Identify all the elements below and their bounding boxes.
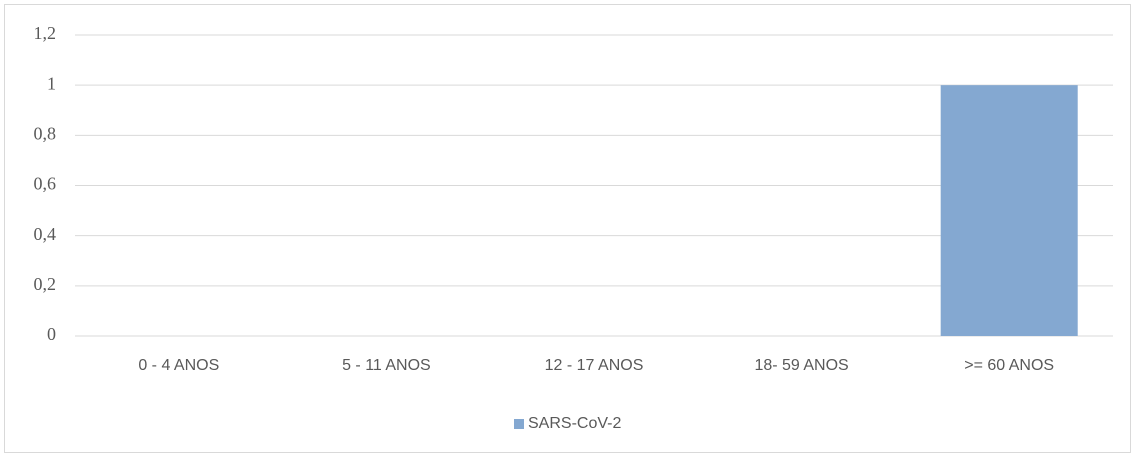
y-tick-label: 1,2 [34, 23, 57, 43]
y-tick-label: 0,8 [34, 123, 57, 143]
legend-label: SARS-CoV-2 [528, 415, 621, 432]
y-tick-label: 1 [47, 73, 56, 93]
bar [940, 85, 1078, 337]
y-tick-label: 0 [47, 324, 56, 344]
x-tick-label: 12 - 17 ANOS [545, 357, 644, 374]
legend-swatch [514, 419, 524, 429]
x-tick-label: 0 - 4 ANOS [138, 357, 219, 374]
y-tick-label: 0,4 [34, 224, 57, 244]
x-tick-label: >= 60 ANOS [964, 357, 1054, 374]
x-tick-label: 18- 59 ANOS [754, 357, 848, 374]
y-tick-label: 0,6 [34, 174, 57, 194]
x-tick-label: 5 - 11 ANOS [342, 357, 431, 374]
y-tick-label: 0,2 [34, 274, 57, 294]
